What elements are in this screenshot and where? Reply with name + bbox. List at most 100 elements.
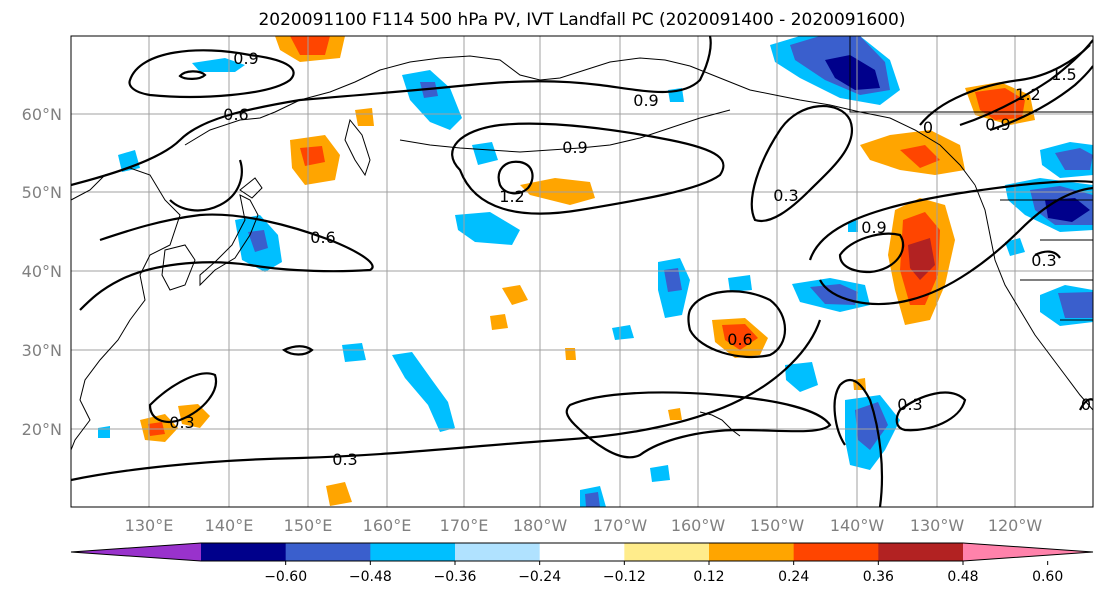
contour-line (819, 186, 1093, 306)
contour-line (497, 160, 534, 195)
coastline-alaska (689, 65, 976, 186)
colorbar: −0.60 −0.48 −0.36 −0.24 −0.12 0.12 0.24 0.36 0.4… (70, 542, 1094, 585)
contour-label: 0 (923, 118, 933, 137)
shade-cool (98, 426, 110, 438)
shade-warm (900, 145, 940, 168)
contour-line (71, 319, 822, 482)
shade-cool (728, 275, 752, 292)
colorbar-segment (285, 543, 371, 561)
lon-axis: 130°E 140°E 150°E 160°E 170°E 180°W 170°… (125, 516, 1043, 535)
contour-label: 0.6 (727, 330, 752, 349)
shade-cool (248, 230, 268, 252)
shade-cool (402, 70, 462, 130)
contour-label: 0.9 (562, 138, 587, 157)
contour-line (895, 391, 967, 432)
shade-cool (455, 212, 520, 245)
shade-cool (650, 465, 670, 482)
shade-cool (342, 343, 366, 362)
state-border (849, 36, 1093, 113)
contour-line (178, 70, 207, 80)
shade-cool (848, 220, 858, 232)
lon-tick-label: 160°E (363, 516, 412, 535)
colorbar-tick-label: 0.12 (693, 569, 724, 585)
shade-warm (722, 324, 758, 350)
shade-cool (420, 82, 438, 98)
lon-tick-label: 130°W (910, 516, 965, 535)
lon-tick-label: 160°W (671, 516, 726, 535)
colorbar-tick-label: 0.36 (863, 569, 894, 585)
shade-warm (355, 108, 374, 126)
shade-cool (1058, 292, 1093, 318)
coastline-asia (184, 55, 691, 146)
map-title: 2020091100 F114 500 hPa PV, IVT Landfall… (258, 10, 905, 30)
colorbar-tick-label: −0.36 (434, 569, 477, 585)
lon-tick-label: 170°E (440, 516, 489, 535)
lon-tick-label: 140°E (205, 516, 254, 535)
shade-cool (664, 268, 682, 292)
colorbar-segment (793, 543, 879, 561)
contour-labels: 0.9 0.6 0.9 0.9 1.2 0.6 0.3 0.9 0.6 0.3 … (169, 49, 1091, 469)
contour-label: 1.2 (1015, 85, 1040, 104)
colorbar-tick-label: 0.60 (1032, 569, 1063, 585)
shade-warm (326, 482, 352, 506)
colorbar-extend-low (71, 543, 201, 561)
shade-warm (565, 348, 576, 360)
map-panel: 0.9 0.6 0.9 0.9 1.2 0.6 0.3 0.9 0.6 0.3 … (70, 35, 1094, 508)
colorbar-segment (709, 543, 795, 561)
contour-line (808, 180, 1093, 261)
shade-warm (908, 238, 935, 280)
lat-tick-label: 60°N (22, 105, 62, 124)
shade-cool (612, 325, 634, 340)
shade-cool (392, 352, 455, 432)
shade-warm (490, 314, 508, 330)
contour-line (148, 372, 218, 423)
state-border (1000, 199, 1093, 321)
lat-tick-label: 30°N (22, 341, 62, 360)
lon-tick-label: 170°W (593, 516, 648, 535)
contour-label: 0.3 (169, 413, 194, 432)
contour-line (919, 44, 1091, 126)
lon-tick-label: 150°W (750, 516, 805, 535)
contour-line (565, 391, 832, 459)
shade-cool (585, 492, 600, 507)
shade-warm (300, 146, 325, 166)
contour-label: 0.6 (223, 105, 248, 124)
contour-label: 0.3 (332, 450, 357, 469)
colorbar-tick-label: −0.48 (349, 569, 392, 585)
lat-tick-label: 20°N (22, 420, 62, 439)
contour-line (989, 65, 1093, 132)
contour-line (451, 122, 725, 215)
lon-tick-label: 180°W (513, 516, 568, 535)
contour-label: 0.3 (1031, 251, 1056, 270)
contour-label: 0.3 (773, 186, 798, 205)
shade-cool (192, 58, 245, 72)
contour-label: 0.9 (233, 49, 258, 68)
contour-label: 0.9 (985, 115, 1010, 134)
contour-line (959, 39, 1093, 127)
contour-line (71, 36, 712, 187)
colorbar-segment (878, 543, 964, 561)
shade-cool (472, 142, 498, 165)
contour-line (281, 345, 314, 356)
shade-cool (1045, 198, 1090, 222)
lat-tick-label: 40°N (22, 262, 62, 281)
shade-warm (178, 404, 210, 428)
colorbar-segment (370, 543, 456, 561)
lat-axis: 60°N 50°N 40°N 30°N 20°N (22, 105, 62, 439)
contour-line (833, 378, 884, 507)
colorbar-tick-label: 0.24 (778, 569, 809, 585)
contour-line (1079, 398, 1093, 411)
map-frame (70, 35, 1094, 508)
lon-tick-label: 150°E (284, 516, 333, 535)
colorbar-segment (539, 543, 625, 561)
colorbar-tick-label: −0.60 (264, 569, 307, 585)
shade-warm (502, 285, 528, 305)
contour-label: 1.5 (1051, 65, 1076, 84)
contour-label: 0.9 (861, 218, 886, 237)
contour-line (169, 159, 243, 212)
contour-label: 0.9 (633, 91, 658, 110)
colorbar-segment (201, 543, 287, 561)
colorbar-tick-label: −0.24 (518, 569, 561, 585)
contour-line (838, 232, 905, 274)
contour-label: 0 (1081, 395, 1091, 414)
